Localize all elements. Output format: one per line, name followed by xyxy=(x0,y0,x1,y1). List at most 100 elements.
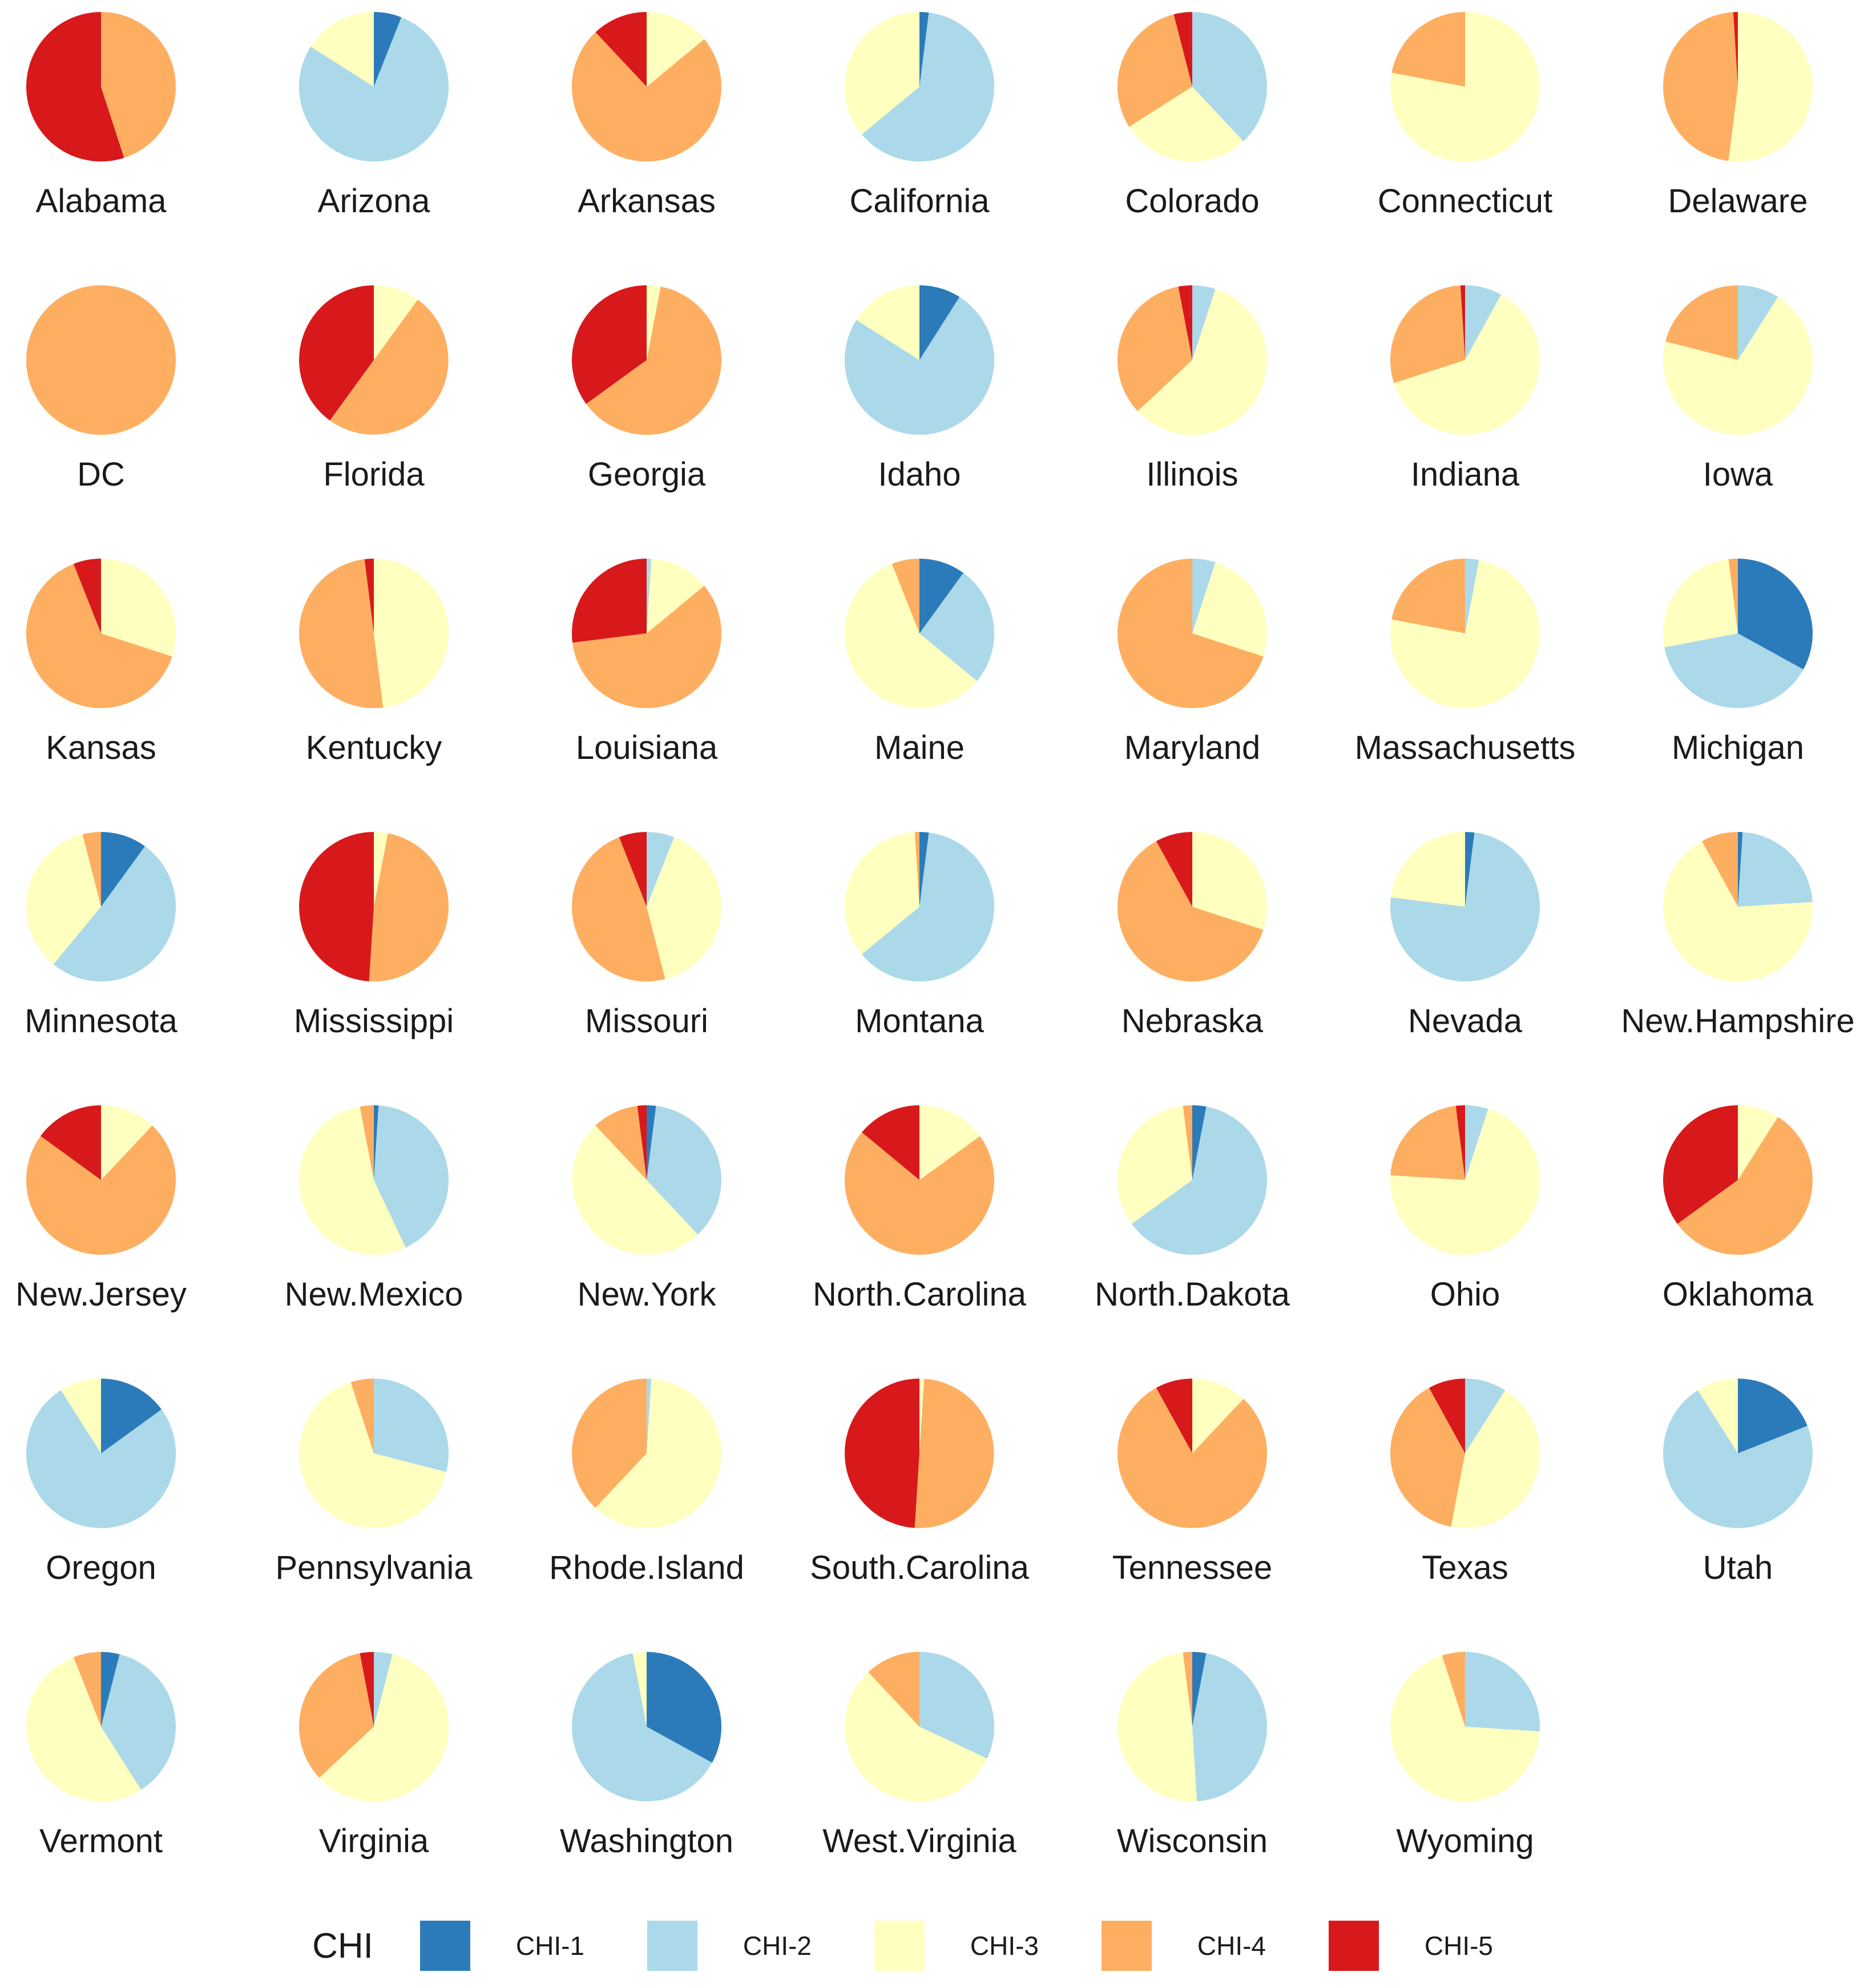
pie-slice-vermont-chi-3 xyxy=(26,1657,142,1802)
pie-arkansas xyxy=(572,12,722,162)
pie-slice-massachusetts-chi-2 xyxy=(1465,559,1479,633)
pie-slice-nebraska-chi-4 xyxy=(1117,841,1264,981)
pie-slice-colorado-chi-3 xyxy=(1129,87,1244,162)
pie-indiana xyxy=(1390,285,1540,435)
pie-slice-kansas-chi-4 xyxy=(26,564,172,709)
pie-california xyxy=(844,11,994,161)
pie-idaho xyxy=(844,285,994,435)
pie-slice-new-jersey-chi-4 xyxy=(26,1125,176,1255)
pie-label-utah: Utah xyxy=(1703,1549,1773,1586)
pie-label-vermont: Vermont xyxy=(39,1823,163,1860)
pie-slice-tennessee-chi-4 xyxy=(1117,1388,1267,1528)
pie-slice-oklahoma-chi-4 xyxy=(1677,1117,1813,1255)
pie-slice-ohio-chi-4 xyxy=(1390,1106,1465,1180)
pie-slice-minnesota-chi-3 xyxy=(26,834,101,964)
pie-slice-tennessee-chi-3 xyxy=(1192,1379,1244,1453)
pie-maryland xyxy=(1117,559,1268,708)
pie-label-south-carolina: South.Carolina xyxy=(810,1549,1029,1586)
pie-slice-iowa-chi-4 xyxy=(1665,285,1738,360)
pie-slice-minnesota-chi-2 xyxy=(53,846,176,982)
pie-label-missouri: Missouri xyxy=(585,1003,708,1040)
pie-slice-mississippi-chi-5 xyxy=(299,832,374,981)
pie-label-oklahoma: Oklahoma xyxy=(1663,1276,1814,1313)
pie-slice-north-carolina-chi-5 xyxy=(862,1105,919,1180)
pie-slice-massachusetts-chi-3 xyxy=(1390,560,1540,708)
pie-slice-oregon-chi-1 xyxy=(101,1379,162,1453)
pie-washington xyxy=(572,1652,722,1801)
pie-label-tennessee: Tennessee xyxy=(1112,1549,1273,1586)
pie-slice-washington-chi-3 xyxy=(632,1652,647,1727)
pie-slice-connecticut-chi-4 xyxy=(1391,12,1465,87)
pie-slice-south-carolina-chi-5 xyxy=(845,1379,919,1528)
pie-utah xyxy=(1663,1379,1813,1529)
pie-label-new-mexico: New.Mexico xyxy=(285,1276,463,1313)
legend-label-chi-3: CHI-3 xyxy=(970,1931,1039,1961)
legend-label-chi-2: CHI-2 xyxy=(743,1931,812,1961)
pie-slice-washington-chi-2 xyxy=(572,1653,712,1801)
pie-kentucky xyxy=(298,558,449,709)
pie-slice-arizona-chi-2 xyxy=(298,17,449,162)
pie-slice-west-virginia-chi-3 xyxy=(844,1672,987,1802)
pie-dc xyxy=(26,285,176,435)
legend-swatch-chi-5 xyxy=(1328,1921,1379,1971)
pie-slice-oklahoma-chi-5 xyxy=(1663,1105,1738,1224)
pie-slice-arkansas-chi-5 xyxy=(595,12,647,87)
pie-slice-colorado-chi-5 xyxy=(1173,12,1192,87)
pie-connecticut xyxy=(1390,12,1540,161)
pie-slice-rhode-island-chi-2 xyxy=(647,1379,652,1453)
pie-slice-oregon-chi-3 xyxy=(60,1379,101,1453)
pie-west-virginia xyxy=(844,1652,994,1802)
pie-label-dc: DC xyxy=(77,456,125,493)
pie-slice-wyoming-chi-2 xyxy=(1465,1652,1540,1732)
pie-slice-new-york-chi-4 xyxy=(595,1106,647,1180)
pie-slice-missouri-chi-3 xyxy=(647,837,721,979)
legend-item-chi-3: CHI-3 xyxy=(874,1921,1062,1971)
legend-item-chi-2: CHI-2 xyxy=(647,1921,834,1971)
pie-slice-missouri-chi-5 xyxy=(619,832,647,907)
pie-mississippi xyxy=(299,832,449,981)
pie-label-virginia: Virginia xyxy=(319,1823,429,1860)
pie-slice-new-hampshire-chi-4 xyxy=(1701,832,1738,907)
pie-slice-wyoming-chi-4 xyxy=(1442,1652,1465,1727)
pie-slice-oklahoma-chi-3 xyxy=(1738,1105,1778,1180)
pie-slice-maryland-chi-4 xyxy=(1117,559,1264,708)
pie-delaware xyxy=(1663,12,1813,161)
pie-slice-maine-chi-2 xyxy=(919,573,994,681)
pie-colorado xyxy=(1117,12,1267,162)
pie-slice-new-york-chi-5 xyxy=(637,1105,647,1180)
pie-slice-delaware-chi-3 xyxy=(1728,12,1813,161)
pie-slice-north-carolina-chi-4 xyxy=(844,1132,994,1255)
pie-slice-iowa-chi-2 xyxy=(1738,285,1778,360)
pie-slice-utah-chi-2 xyxy=(1663,1390,1813,1529)
pie-label-new-york: New.York xyxy=(578,1276,717,1313)
pie-montana xyxy=(845,832,994,981)
pie-slice-new-mexico-chi-1 xyxy=(374,1105,379,1180)
pie-iowa xyxy=(1663,285,1813,435)
pie-label-minnesota: Minnesota xyxy=(25,1003,177,1040)
pie-slice-oregon-chi-2 xyxy=(26,1390,176,1528)
pie-slice-rhode-island-chi-3 xyxy=(595,1379,722,1529)
pie-label-michigan: Michigan xyxy=(1672,729,1804,766)
pie-pennsylvania xyxy=(298,1379,449,1528)
pie-label-washington: Washington xyxy=(560,1823,733,1860)
pie-slice-new-mexico-chi-4 xyxy=(360,1105,374,1180)
pie-slice-virginia-chi-2 xyxy=(374,1652,393,1727)
pie-label-maryland: Maryland xyxy=(1124,729,1261,766)
pie-label-colorado: Colorado xyxy=(1125,183,1259,220)
pie-slice-georgia-chi-3 xyxy=(647,285,661,360)
legend-swatch-chi-1 xyxy=(419,1921,470,1971)
pie-slice-new-york-chi-2 xyxy=(647,1106,722,1235)
pie-slice-mississippi-chi-3 xyxy=(374,832,388,907)
pie-label-maine: Maine xyxy=(874,729,965,766)
pie-slice-georgia-chi-5 xyxy=(572,285,647,404)
pie-slice-virginia-chi-5 xyxy=(360,1652,374,1727)
pie-arizona xyxy=(298,12,449,162)
pie-label-idaho: Idaho xyxy=(878,456,961,493)
pie-slice-idaho-chi-3 xyxy=(856,285,919,360)
pie-slice-wisconsin-chi-4 xyxy=(1183,1652,1192,1727)
legend-label-chi-4: CHI-4 xyxy=(1197,1931,1266,1961)
pie-slice-washington-chi-1 xyxy=(647,1652,722,1763)
pie-label-wyoming: Wyoming xyxy=(1396,1823,1534,1860)
pie-slice-florida-chi-5 xyxy=(299,285,374,421)
pie-slice-arizona-chi-3 xyxy=(310,12,374,87)
